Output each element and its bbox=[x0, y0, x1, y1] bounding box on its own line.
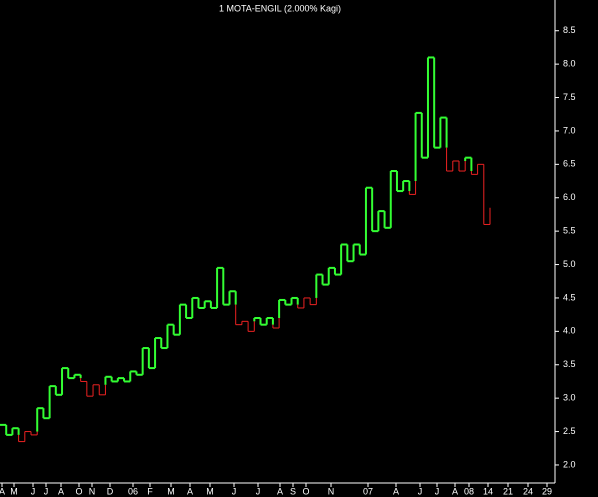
x-tick-label: A bbox=[452, 486, 458, 496]
x-tick-label: J bbox=[256, 486, 261, 496]
y-tick-label: 3.0 bbox=[563, 393, 576, 403]
x-tick-label: A bbox=[277, 486, 283, 496]
x-tick-label: J bbox=[418, 486, 423, 496]
y-tick-label: 8.5 bbox=[563, 25, 576, 35]
x-tick-label: D bbox=[107, 486, 114, 496]
x-tick-label: S bbox=[290, 486, 296, 496]
x-tick-label: O bbox=[75, 486, 82, 496]
y-tick-label: 4.5 bbox=[563, 292, 576, 302]
x-tick-label: M bbox=[167, 486, 175, 496]
x-tick-label: A bbox=[393, 486, 399, 496]
y-tick-label: 8.0 bbox=[563, 59, 576, 69]
x-tick-label: A bbox=[187, 486, 193, 496]
y-tick-label: 7.5 bbox=[563, 92, 576, 102]
y-tick-label: 2.0 bbox=[563, 459, 576, 469]
y-tick-label: 2.5 bbox=[563, 426, 576, 436]
y-tick-label: 5.0 bbox=[563, 259, 576, 269]
x-tick-label: N bbox=[89, 486, 96, 496]
y-tick-label: 3.5 bbox=[563, 359, 576, 369]
chart-title: 1 MOTA-ENGIL (2.000% Kagi) bbox=[219, 3, 341, 13]
x-tick-label: A bbox=[58, 486, 64, 496]
x-tick-label: 29 bbox=[542, 486, 552, 496]
x-tick-label: 21 bbox=[503, 486, 513, 496]
x-tick-label: M bbox=[10, 486, 18, 496]
x-tick-label: M bbox=[206, 486, 214, 496]
x-tick-label: J bbox=[44, 486, 49, 496]
x-tick-label: J bbox=[435, 486, 440, 496]
x-tick-label: F bbox=[147, 486, 153, 496]
x-tick-label: N bbox=[328, 486, 335, 496]
x-tick-label: 14 bbox=[483, 486, 493, 496]
x-tick-label: 07 bbox=[363, 486, 373, 496]
x-tick-label: 24 bbox=[523, 486, 533, 496]
x-tick-label: 06 bbox=[128, 486, 138, 496]
y-tick-label: 6.5 bbox=[563, 159, 576, 169]
x-tick-label: J bbox=[31, 486, 36, 496]
y-tick-label: 7.0 bbox=[563, 125, 576, 135]
y-tick-label: 6.0 bbox=[563, 192, 576, 202]
x-tick-label: 08 bbox=[464, 486, 474, 496]
x-tick-label: O bbox=[302, 486, 309, 496]
y-tick-label: 4.0 bbox=[563, 326, 576, 336]
x-tick-label: J bbox=[232, 486, 237, 496]
y-tick-label: 5.5 bbox=[563, 226, 576, 236]
x-tick-label: A bbox=[0, 486, 5, 496]
